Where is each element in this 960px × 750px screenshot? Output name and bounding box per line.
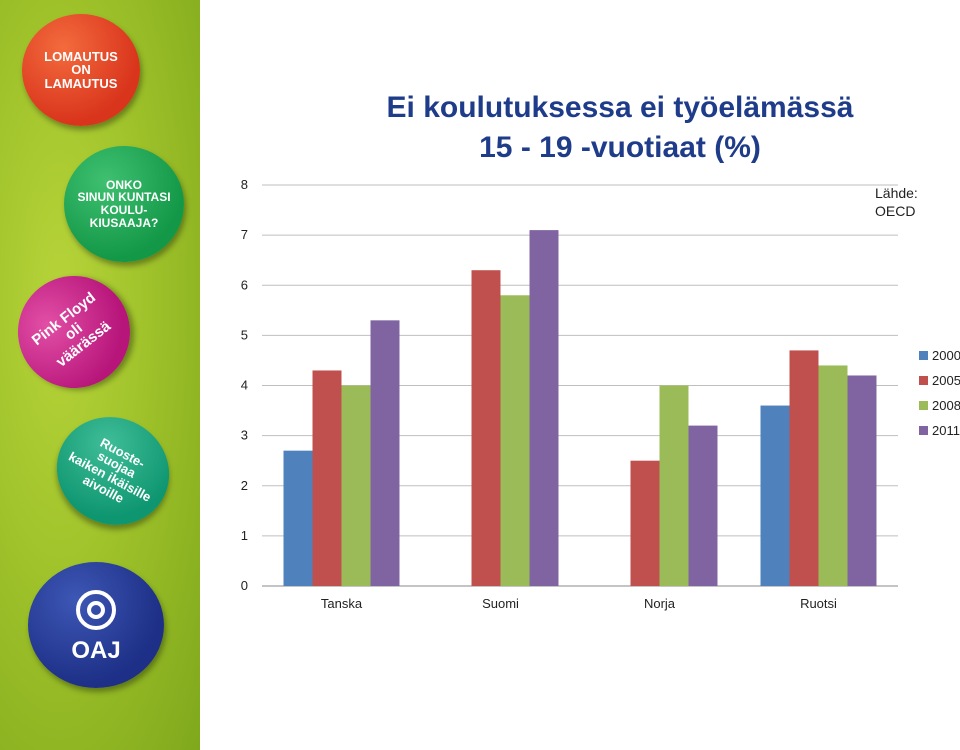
title-line-2: 15 - 19 -vuotiaat (%) bbox=[479, 131, 761, 164]
legend-label-2005: 2005 bbox=[932, 373, 960, 388]
legend-label-2011: 2011 bbox=[932, 423, 960, 438]
legend-swatch-2011 bbox=[919, 426, 928, 435]
legend-label-2008: 2008 bbox=[932, 398, 960, 413]
bar-tanska-2008 bbox=[341, 385, 371, 586]
oaj-logo-icon bbox=[76, 590, 116, 631]
y-tick-label: 4 bbox=[241, 378, 248, 393]
bar-ruotsi-2000 bbox=[760, 405, 790, 586]
chart-title: Ei koulutuksessa ei työelämässä 15 - 19 … bbox=[320, 88, 920, 168]
source-value: OECD bbox=[875, 203, 916, 219]
source-note: Lähde: OECD bbox=[875, 184, 918, 220]
y-tick-label: 2 bbox=[241, 478, 248, 493]
title-line-1: Ei koulutuksessa ei työelämässä bbox=[386, 91, 854, 124]
y-tick-label: 3 bbox=[241, 428, 248, 443]
bar-tanska-2011 bbox=[370, 320, 400, 586]
y-tick-label: 8 bbox=[241, 177, 248, 192]
bar-tanska-2000 bbox=[283, 450, 313, 586]
bar-tanska-2005 bbox=[312, 370, 342, 586]
bar-suomi-2008 bbox=[500, 295, 530, 586]
oaj-label: OAJ bbox=[71, 637, 121, 665]
bar-norja-2011 bbox=[688, 425, 718, 586]
x-tick-label: Suomi bbox=[482, 596, 519, 611]
legend-swatch-2000 bbox=[919, 351, 928, 360]
y-tick-label: 0 bbox=[241, 578, 248, 593]
legend-swatch-2008 bbox=[919, 401, 928, 410]
y-tick-label: 5 bbox=[241, 327, 248, 342]
y-tick-label: 6 bbox=[241, 277, 248, 292]
sidebar: LOMAUTUS ON LAMAUTUS ONKO SINUN KUNTASI … bbox=[0, 0, 200, 750]
bar-suomi-2011 bbox=[529, 230, 559, 587]
bar-norja-2008 bbox=[659, 385, 689, 586]
x-tick-label: Norja bbox=[644, 596, 676, 611]
bar-ruotsi-2011 bbox=[847, 375, 877, 586]
bar-norja-2005 bbox=[630, 460, 660, 586]
oaj-badge: OAJ bbox=[28, 562, 164, 688]
legend-label-2000: 2000 bbox=[932, 348, 960, 363]
legend-swatch-2005 bbox=[919, 376, 928, 385]
x-tick-label: Ruotsi bbox=[800, 596, 837, 611]
bar-ruotsi-2008 bbox=[818, 365, 848, 586]
y-tick-label: 7 bbox=[241, 227, 248, 242]
x-tick-label: Tanska bbox=[321, 596, 363, 611]
bar-suomi-2005 bbox=[471, 270, 501, 586]
source-label: Lähde: bbox=[875, 185, 918, 201]
y-tick-label: 1 bbox=[241, 528, 248, 543]
lomautus-badge: LOMAUTUS ON LAMAUTUS bbox=[22, 14, 140, 126]
koulukiusaaja-badge: ONKO SINUN KUNTASI KOULU- KIUSAAJA? bbox=[64, 146, 184, 262]
bar-ruotsi-2005 bbox=[789, 350, 819, 586]
